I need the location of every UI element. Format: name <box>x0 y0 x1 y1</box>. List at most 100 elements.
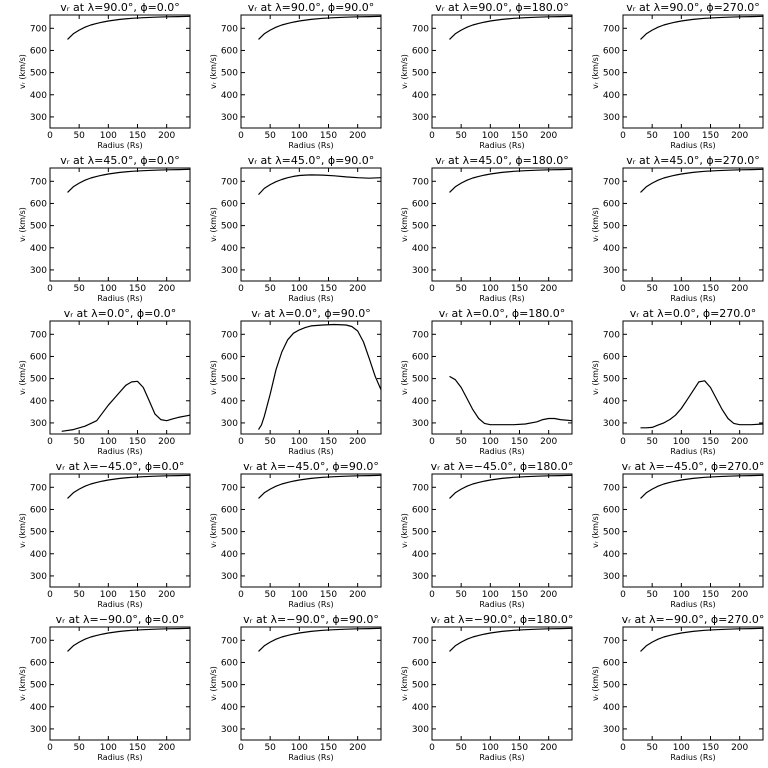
y-tick-label: 300 <box>30 266 47 276</box>
y-tick-label: 400 <box>603 703 620 713</box>
x-tick-label: 50 <box>264 131 276 141</box>
y-tick-label: 400 <box>30 91 47 101</box>
y-tick-label: 400 <box>30 703 47 713</box>
y-tick-label: 500 <box>221 222 238 232</box>
x-tick-label: 0 <box>429 743 435 753</box>
series-line <box>257 323 381 430</box>
y-tick-label: 300 <box>30 113 47 123</box>
y-tick-label: 500 <box>603 681 620 691</box>
y-tick-label: 300 <box>412 725 429 735</box>
x-tick-label: 0 <box>429 131 435 141</box>
x-axis-label: Radius (Rs) <box>670 294 715 303</box>
x-tick-label: 50 <box>455 284 467 294</box>
x-tick-label: 100 <box>673 590 690 600</box>
x-tick-label: 100 <box>673 131 690 141</box>
y-axis-label: vᵣ (km/s) <box>400 666 409 701</box>
y-axis-label: vᵣ (km/s) <box>591 207 600 242</box>
x-tick-label: 50 <box>73 590 85 600</box>
panel-title: vᵣ at λ=−45.0°, ϕ=270.0° <box>622 460 765 473</box>
x-axis-label: Radius (Rs) <box>479 600 524 609</box>
panel-0-2: vᵣ at λ=90.0°, ϕ=180.0° 0 50 100 150 200 300 40… <box>400 1 573 150</box>
plot-frame <box>240 320 382 435</box>
x-tick-label: 0 <box>620 437 626 447</box>
x-tick-label: 150 <box>511 590 528 600</box>
x-axis-label: Radius (Rs) <box>479 141 524 150</box>
x-tick-label: 100 <box>291 743 308 753</box>
panel-title: vᵣ at λ=−45.0°, ϕ=90.0° <box>243 460 379 473</box>
y-axis-label: vᵣ (km/s) <box>18 54 27 89</box>
panel-4-1: vᵣ at λ=−90.0°, ϕ=90.0° 0 50 100 150 200 300 40… <box>209 613 382 762</box>
series-line <box>449 168 572 193</box>
y-tick-label: 400 <box>30 397 47 407</box>
x-axis-label: Radius (Rs) <box>97 753 142 762</box>
series-line <box>67 168 190 193</box>
x-axis-label: Radius (Rs) <box>288 447 333 456</box>
x-tick-label: 0 <box>429 590 435 600</box>
y-tick-label: 600 <box>30 505 47 515</box>
y-tick-label: 700 <box>30 330 47 340</box>
y-tick-label: 500 <box>30 375 47 385</box>
y-tick-label: 400 <box>412 397 429 407</box>
x-tick-label: 200 <box>731 131 748 141</box>
x-tick-label: 0 <box>238 131 244 141</box>
y-tick-label: 700 <box>412 24 429 34</box>
x-tick-label: 100 <box>291 590 308 600</box>
x-tick-label: 200 <box>540 284 557 294</box>
panel-title: vᵣ at λ=90.0°, ϕ=270.0° <box>626 1 760 14</box>
y-axis-label: vᵣ (km/s) <box>400 207 409 242</box>
y-tick-label: 500 <box>412 222 429 232</box>
x-tick-label: 0 <box>620 131 626 141</box>
x-tick-label: 0 <box>238 437 244 447</box>
y-axis-label: vᵣ (km/s) <box>209 54 218 89</box>
x-tick-label: 150 <box>320 284 337 294</box>
series-line <box>258 15 381 40</box>
x-tick-label: 0 <box>238 743 244 753</box>
panel-title: vᵣ at λ=−90.0°, ϕ=180.0° <box>431 613 574 626</box>
x-axis-label: Radius (Rs) <box>670 753 715 762</box>
x-tick-label: 150 <box>511 284 528 294</box>
series-line <box>640 168 763 193</box>
panel-3-3: vᵣ at λ=−45.0°, ϕ=270.0° 0 50 100 150 200 300 4… <box>591 460 764 609</box>
x-tick-label: 100 <box>291 284 308 294</box>
panel-2-0: vᵣ at λ=0.0°, ϕ=0.0° 0 50 100 150 200 300 400 50… <box>18 307 191 456</box>
y-tick-label: 500 <box>412 681 429 691</box>
panel-0-1: vᵣ at λ=90.0°, ϕ=90.0° 0 50 100 150 200 300 400… <box>209 1 382 150</box>
panel-1-1: vᵣ at λ=45.0°, ϕ=90.0° 0 50 100 150 200 300 400… <box>209 154 382 303</box>
y-tick-label: 600 <box>412 199 429 209</box>
x-axis-label: Radius (Rs) <box>479 447 524 456</box>
x-tick-label: 100 <box>291 437 308 447</box>
series-line <box>640 15 763 40</box>
y-tick-label: 300 <box>412 266 429 276</box>
y-tick-label: 700 <box>221 24 238 34</box>
x-tick-label: 200 <box>731 743 748 753</box>
x-tick-label: 150 <box>511 437 528 447</box>
panel-4-0: vᵣ at λ=−90.0°, ϕ=0.0° 0 50 100 150 200 300 400… <box>18 613 191 762</box>
y-tick-label: 600 <box>30 658 47 668</box>
y-tick-label: 600 <box>412 46 429 56</box>
x-tick-label: 50 <box>264 437 276 447</box>
x-tick-label: 50 <box>73 743 85 753</box>
plot-frame <box>431 14 573 129</box>
x-tick-label: 0 <box>238 284 244 294</box>
y-axis-label: vᵣ (km/s) <box>18 666 27 701</box>
y-tick-label: 600 <box>30 352 47 362</box>
y-tick-label: 300 <box>221 725 238 735</box>
x-tick-label: 200 <box>158 437 175 447</box>
y-tick-label: 400 <box>603 397 620 407</box>
y-tick-label: 300 <box>603 266 620 276</box>
x-tick-label: 100 <box>673 743 690 753</box>
x-tick-label: 0 <box>47 743 53 753</box>
panel-title: vᵣ at λ=90.0°, ϕ=90.0° <box>248 1 375 14</box>
plot-frame <box>240 167 382 282</box>
y-tick-label: 600 <box>412 352 429 362</box>
y-tick-label: 700 <box>412 177 429 187</box>
x-tick-label: 0 <box>429 284 435 294</box>
y-tick-label: 500 <box>412 375 429 385</box>
series-line <box>449 627 572 652</box>
x-tick-label: 100 <box>100 743 117 753</box>
y-tick-label: 500 <box>221 528 238 538</box>
panel-title: vᵣ at λ=45.0°, ϕ=90.0° <box>248 154 375 167</box>
x-tick-label: 50 <box>646 743 658 753</box>
plot-frame <box>49 626 191 741</box>
x-tick-label: 150 <box>702 284 719 294</box>
